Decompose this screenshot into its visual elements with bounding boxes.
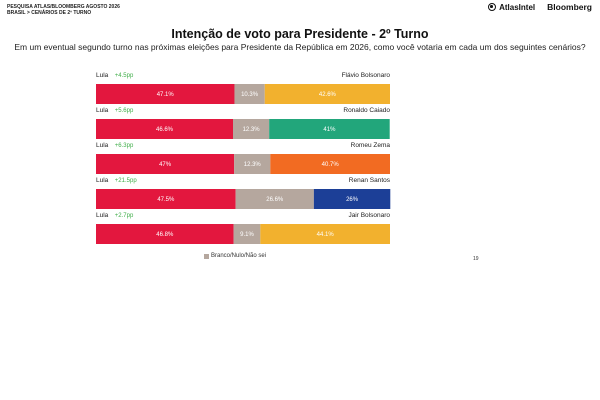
scenario-left-name: Lula bbox=[96, 107, 109, 114]
survey-line-1: PESQUISA ATLAS/BLOOMBERG AGOSTO 2026 bbox=[7, 4, 120, 10]
scenario-opponent-name: Renan Santos bbox=[349, 177, 391, 184]
bar-segment-branco-label: 9.1% bbox=[240, 232, 254, 238]
bar-segment-opponent-label: 26% bbox=[346, 197, 359, 203]
legend-swatch-branco bbox=[204, 253, 209, 259]
page-number: 19 bbox=[473, 256, 479, 262]
scenario-left-name: Lula bbox=[96, 177, 109, 184]
scenario-opponent-name: Ronaldo Caiado bbox=[343, 107, 390, 114]
scenario-diff: +5.6pp bbox=[115, 108, 134, 114]
bar-segment-opponent bbox=[260, 224, 390, 244]
bloomberg-logo: Bloomberg bbox=[547, 2, 592, 12]
bar-segment-lula bbox=[96, 154, 235, 174]
bar-segment-branco bbox=[234, 154, 271, 174]
bar-segment-opponent bbox=[270, 154, 390, 174]
chart-subtitle: Em um eventual segundo turno nas próxima… bbox=[14, 42, 586, 52]
chart-title: Intenção de voto para Presidente - 2º Tu… bbox=[171, 27, 429, 41]
bar-segment-lula-label: 46.6% bbox=[156, 127, 174, 133]
bar-segment-branco bbox=[233, 119, 270, 139]
bar-segment-lula-label: 47% bbox=[159, 162, 172, 168]
bar-segment-opponent bbox=[269, 119, 390, 139]
bar-segment-lula bbox=[96, 224, 234, 244]
bar-segment-opponent-label: 41% bbox=[323, 127, 336, 133]
chart-legend: Branco/Nulo/Não sei bbox=[204, 253, 266, 259]
bar-segment-branco-label: 12.3% bbox=[244, 162, 262, 168]
scenario-opponent-name: Jair Bolsonaro bbox=[348, 212, 390, 219]
bar-segment-branco-label: 26.6% bbox=[266, 197, 284, 203]
survey-header: PESQUISA ATLAS/BLOOMBERG AGOSTO 2026 BRA… bbox=[7, 4, 120, 16]
bar-segment-lula-label: 47.1% bbox=[157, 92, 175, 98]
bar-segment-lula bbox=[96, 119, 234, 139]
scenario-opponent-name: Romeu Zema bbox=[351, 142, 391, 149]
bar-segment-opponent bbox=[313, 189, 391, 209]
bar-segment-branco bbox=[233, 224, 261, 244]
scenario-left-name: Lula bbox=[96, 142, 109, 149]
bar-segment-opponent-label: 44.1% bbox=[317, 232, 335, 238]
atlasintel-logo: AtlasIntel bbox=[488, 3, 535, 12]
bar-segment-opponent-label: 42.6% bbox=[319, 92, 337, 98]
scenario-diff: +4.5pp bbox=[115, 73, 134, 79]
bar-segment-branco-label: 12.3% bbox=[243, 127, 261, 133]
bar-segment-lula-label: 46.8% bbox=[156, 232, 174, 238]
scenario-diff: +21.5pp bbox=[115, 178, 138, 184]
bar-segment-opponent-label: 40.7% bbox=[322, 162, 340, 168]
bar-segment-branco-label: 10.3% bbox=[241, 92, 259, 98]
scenario-opponent-name: Flávio Bolsonaro bbox=[342, 72, 391, 79]
survey-line-2: BRASIL > CENÁRIOS DE 2º TURNO bbox=[7, 10, 92, 16]
bar-segment-branco bbox=[234, 84, 265, 104]
brand-logos: AtlasIntel Bloomberg bbox=[488, 2, 592, 12]
atlasintel-mark-icon bbox=[488, 3, 497, 11]
bar-segment-lula-label: 47.5% bbox=[157, 197, 175, 203]
scenario-left-name: Lula bbox=[96, 212, 109, 219]
bar-segment-lula bbox=[96, 189, 236, 209]
atlasintel-wordmark: AtlasIntel bbox=[499, 2, 536, 12]
scenario-diff: +2.7pp bbox=[115, 213, 134, 219]
scenario-left-name: Lula bbox=[96, 72, 109, 79]
bar-segment-lula bbox=[96, 84, 235, 104]
legend-label-branco: Branco/Nulo/Não sei bbox=[211, 253, 267, 259]
scenario-diff: +6.3pp bbox=[115, 143, 134, 149]
bar-segment-opponent bbox=[264, 84, 390, 104]
bar-segment-branco bbox=[235, 189, 314, 209]
